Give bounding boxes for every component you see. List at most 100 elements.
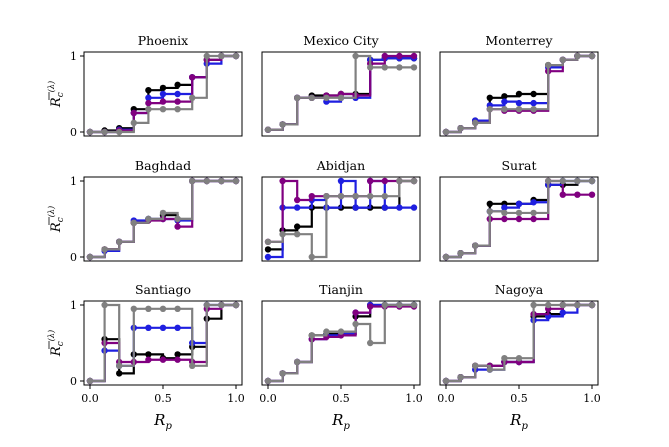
data-point [203,52,210,60]
data-point [189,94,196,102]
data-point [323,193,330,200]
data-point [486,200,493,207]
data-point [588,191,596,198]
x-axis-label: Rp [509,411,528,432]
data-point [308,193,315,200]
x-tick-label: 0.0 [437,392,455,405]
data-point [130,305,137,312]
data-point [472,119,479,127]
series-line [446,303,592,383]
panel-title: Baghdad [135,158,191,173]
data-point [574,177,581,185]
panel-santiago: Santiago 0 1 Rc(λ) 0.0 0.5 1.0 Rp [47,282,245,432]
data-point [323,328,330,335]
data-point [530,106,537,113]
x-label-main: R [153,411,165,429]
series-line [268,303,414,383]
data-point [381,177,388,185]
data-point [130,109,137,117]
data-point [367,64,374,71]
data-point [352,309,359,316]
data-point [86,377,94,385]
series-line [90,303,236,383]
panel-abidjan: Abidjan [261,158,421,262]
data-point [410,52,418,60]
panel-title: Mexico City [303,33,379,48]
data-point [174,223,181,230]
data-point [86,253,94,261]
data-point [501,98,508,105]
series-line [90,303,236,383]
data-point [218,301,225,309]
data-point [352,320,359,328]
y-axis-label: Rc(λ) [47,81,66,108]
data-point [501,93,508,100]
panel-title: Monterrey [485,33,553,48]
data-point [86,128,94,136]
y-tick-label: 0 [70,251,77,264]
data-point [189,362,196,369]
data-point [294,204,301,211]
data-point [116,238,123,245]
data-point [232,301,240,309]
data-point [530,90,537,98]
panel-monterrey: Monterrey [439,33,599,137]
data-point [588,52,596,60]
x-tick-label: 0.5 [510,392,528,405]
data-point [396,52,403,60]
data-point [145,87,152,94]
data-point [530,301,537,309]
data-point [367,339,374,347]
data-point [501,215,508,223]
data-point [486,106,493,113]
series-line [268,303,414,383]
data-point [159,305,167,312]
data-point [486,208,493,215]
y-tick-label: 0 [70,126,77,139]
data-point [442,128,450,136]
data-point [101,246,108,253]
x-tick-label: 0.5 [332,392,350,405]
data-point [232,52,240,60]
data-point [588,177,596,185]
data-point [145,215,152,223]
y-label-main: R [49,222,64,233]
data-point [264,253,272,261]
data-point [352,193,359,200]
data-point [515,215,523,223]
data-point [145,94,152,102]
data-point [145,356,152,363]
data-point [218,52,225,60]
data-point [352,52,359,60]
series-line [268,305,414,383]
x-tick-label: 0.0 [81,392,99,405]
data-point [159,324,167,331]
data-point [232,177,240,185]
series-line [446,303,592,383]
plot-frame [439,176,599,262]
panel-tianjin: Tianjin 0.0 0.5 1.0 Rp [259,282,423,432]
data-point [279,121,286,128]
y-label-sup: (λ) [47,81,56,92]
series-line [268,179,414,259]
panel-baghdad: Baghdad 0 1 Rc(λ) [47,158,243,264]
data-point [337,177,345,185]
data-point [294,94,301,102]
data-point [159,209,167,217]
data-point [159,98,167,105]
y-tick-label: 1 [70,50,77,63]
panel-title: Phoenix [138,33,188,48]
data-point [337,94,345,102]
data-point [174,98,181,105]
data-point [174,351,181,358]
data-point [559,177,566,185]
x-tick-label: 1.0 [583,392,601,405]
data-point [308,332,315,339]
y-tick-label: 0 [70,375,77,388]
data-point [381,193,388,200]
data-point [574,191,581,198]
data-point [203,177,210,185]
data-point [323,94,330,102]
panel-title: Santiago [135,282,191,297]
